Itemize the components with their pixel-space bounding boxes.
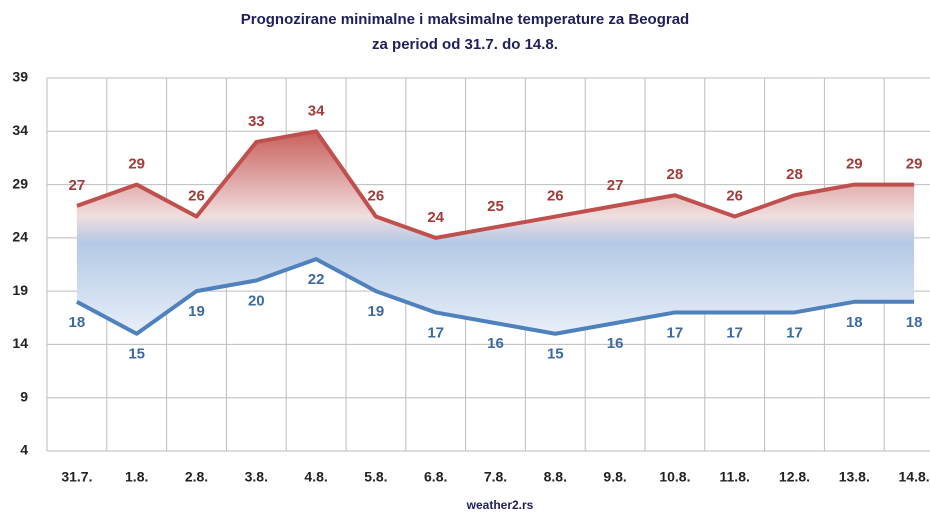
- data-label: 17: [667, 324, 684, 341]
- y-tick-label: 14: [12, 335, 28, 351]
- x-tick-label: 2.8.: [185, 469, 208, 485]
- x-tick-label: 9.8.: [603, 469, 626, 485]
- data-label: 16: [487, 335, 504, 352]
- data-label: 19: [368, 303, 385, 320]
- data-label: 18: [846, 314, 863, 331]
- data-label: 26: [368, 188, 385, 205]
- y-tick-label: 24: [12, 229, 28, 245]
- data-label: 27: [607, 177, 624, 194]
- data-label: 15: [547, 346, 564, 363]
- x-tick-label: 11.8.: [720, 469, 750, 485]
- x-tick-label: 8.8.: [544, 469, 567, 485]
- y-tick-label: 29: [12, 175, 28, 191]
- y-tick-label: 4: [20, 442, 28, 458]
- data-label: 15: [128, 346, 145, 363]
- x-tick-label: 14.8.: [899, 469, 930, 485]
- data-label: 28: [667, 166, 684, 183]
- data-label: 29: [906, 156, 923, 173]
- data-label: 24: [427, 209, 444, 226]
- data-label: 25: [487, 198, 504, 215]
- chart-subtitle: za period od 31.7. do 14.8.: [372, 36, 558, 53]
- data-label: 26: [188, 188, 205, 205]
- data-label: 19: [188, 303, 205, 320]
- data-label: 17: [726, 324, 743, 341]
- y-tick-label: 34: [12, 122, 28, 138]
- source: weather2.rs: [466, 498, 534, 512]
- y-tick-label: 19: [12, 282, 28, 298]
- x-tick-label: 3.8.: [245, 469, 268, 485]
- data-label: 33: [248, 113, 265, 130]
- y-tick-label: 39: [12, 69, 28, 85]
- x-tick-label: 10.8.: [659, 469, 690, 485]
- data-label: 29: [128, 156, 145, 173]
- data-label: 17: [786, 324, 803, 341]
- data-label: 17: [427, 324, 444, 341]
- data-label: 26: [726, 188, 743, 205]
- data-label: 22: [308, 271, 325, 288]
- x-tick-label: 13.8.: [839, 469, 870, 485]
- x-tick-label: 1.8.: [125, 469, 148, 485]
- x-tick-label: 6.8.: [424, 469, 447, 485]
- range-fill: [76, 131, 915, 334]
- data-label: 18: [906, 314, 923, 331]
- data-label: 16: [607, 335, 624, 352]
- data-label: 34: [308, 102, 325, 119]
- y-tick-label: 9: [20, 388, 28, 404]
- line: [75, 257, 915, 336]
- data-label: 29: [846, 156, 863, 173]
- x-tick-label: 7.8.: [484, 469, 507, 485]
- data-label: 26: [547, 188, 564, 205]
- x-tick-label: 4.8.: [304, 469, 327, 485]
- data-label: 28: [786, 166, 803, 183]
- data-label: 18: [69, 314, 86, 331]
- line: [76, 129, 915, 240]
- data-label: 27: [69, 177, 86, 194]
- data-label: 20: [248, 292, 265, 309]
- x-tick-label: 5.8.: [364, 469, 387, 485]
- x-tick-label: 31.7.: [61, 469, 92, 485]
- chart-title: Prognozirane minimalne i maksimalne temp…: [241, 11, 689, 28]
- x-tick-label: 12.8.: [779, 469, 810, 485]
